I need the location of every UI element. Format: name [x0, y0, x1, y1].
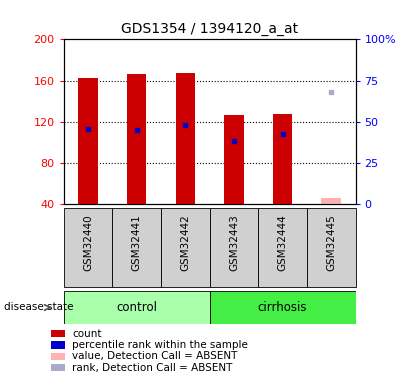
- Text: GSM32443: GSM32443: [229, 214, 239, 271]
- Text: GSM32440: GSM32440: [83, 214, 93, 271]
- Bar: [307, 208, 356, 287]
- Text: disease state: disease state: [4, 303, 74, 312]
- Text: GSM32445: GSM32445: [326, 214, 336, 271]
- Bar: [64, 208, 112, 287]
- Text: GSM32441: GSM32441: [132, 214, 142, 271]
- Title: GDS1354 / 1394120_a_at: GDS1354 / 1394120_a_at: [121, 22, 298, 36]
- Text: count: count: [72, 329, 102, 339]
- Bar: [51, 330, 65, 338]
- Bar: [51, 364, 65, 371]
- Text: cirrhosis: cirrhosis: [258, 301, 307, 314]
- Bar: [64, 291, 210, 324]
- Text: control: control: [116, 301, 157, 314]
- Text: percentile rank within the sample: percentile rank within the sample: [72, 340, 248, 350]
- Text: GSM32442: GSM32442: [180, 214, 190, 271]
- Bar: [51, 352, 65, 360]
- Bar: [51, 341, 65, 349]
- Bar: [127, 74, 146, 204]
- Bar: [210, 291, 356, 324]
- Text: value, Detection Call = ABSENT: value, Detection Call = ABSENT: [72, 351, 238, 361]
- Bar: [321, 198, 341, 204]
- Bar: [175, 74, 195, 204]
- Text: GSM32444: GSM32444: [277, 214, 288, 271]
- Bar: [210, 208, 258, 287]
- Bar: [273, 114, 292, 204]
- Bar: [224, 115, 244, 204]
- Text: rank, Detection Call = ABSENT: rank, Detection Call = ABSENT: [72, 363, 233, 372]
- Bar: [112, 208, 161, 287]
- Bar: [258, 208, 307, 287]
- Bar: [161, 208, 210, 287]
- Bar: [78, 78, 98, 204]
